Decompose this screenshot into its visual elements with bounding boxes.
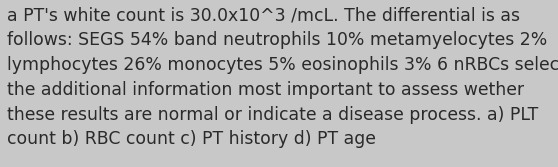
Text: a PT's white count is 30.0x10^3 /mcL. The differential is as
follows: SEGS 54% b: a PT's white count is 30.0x10^3 /mcL. Th… xyxy=(7,7,558,148)
